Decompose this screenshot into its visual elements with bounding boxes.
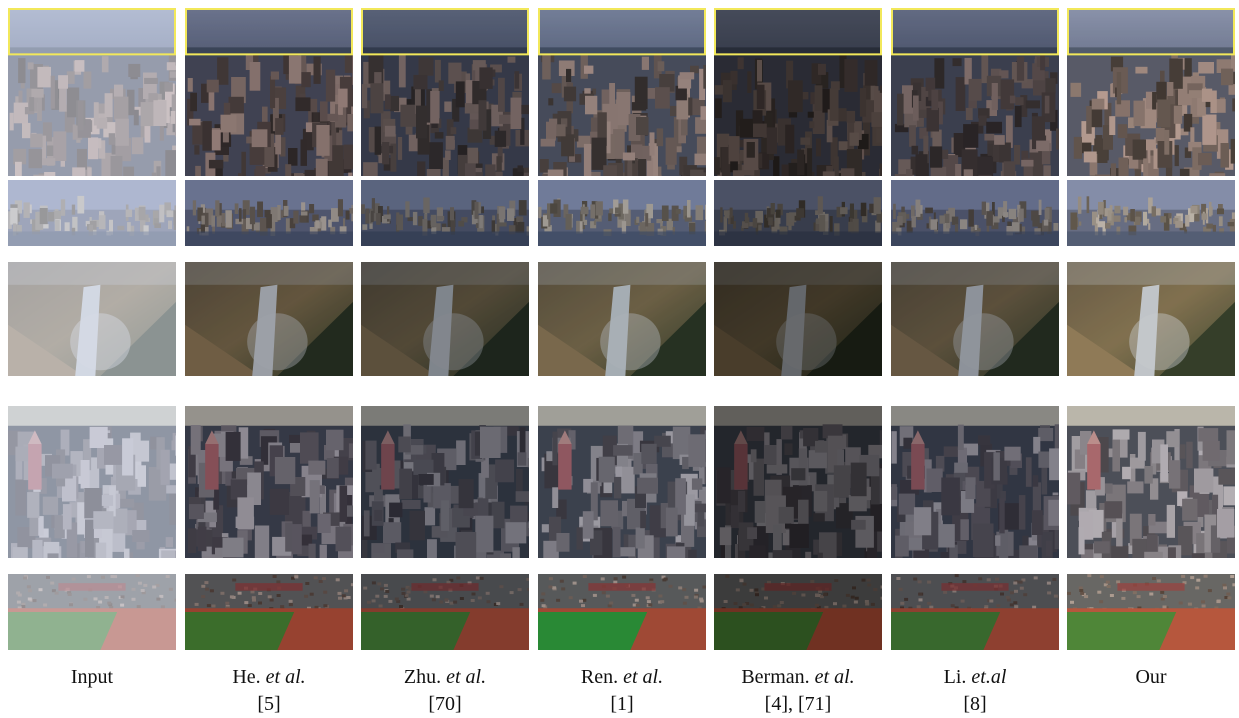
caption-name: Li. (944, 666, 967, 688)
result-image-waterfall-canyon-col2 (361, 262, 529, 376)
result-image-city-aerial-with-highlight-col1 (185, 8, 353, 176)
result-image-stadium-col1 (185, 574, 353, 650)
caption-name: Berman. (741, 666, 809, 688)
caption-etal: et.al (971, 666, 1006, 688)
result-image-city-aerial-with-highlight-col0 (8, 8, 176, 176)
caption-name: Our (1135, 666, 1166, 688)
result-image-city-zoom-crop-col5 (891, 180, 1059, 246)
caption-etal: et al. (266, 666, 306, 688)
result-image-waterfall-canyon-col1 (185, 262, 353, 376)
caption-method-name: Zhu. et al. (361, 664, 529, 691)
result-image-city-skyline-col5 (891, 406, 1059, 558)
result-image-city-skyline-col2 (361, 406, 529, 558)
caption-reference: [4], [71] (714, 691, 882, 718)
caption-method-name: Input (8, 664, 176, 691)
caption-reference: [5] (185, 691, 353, 718)
caption-etal: et al. (446, 666, 486, 688)
caption-col6: Our (1067, 664, 1235, 691)
result-image-city-skyline-col6 (1067, 406, 1235, 558)
dehazing-comparison-grid (0, 0, 1239, 660)
result-image-waterfall-canyon-col6 (1067, 262, 1235, 376)
result-image-city-aerial-with-highlight-col4 (714, 8, 882, 176)
result-image-city-aerial-with-highlight-col6 (1067, 8, 1235, 176)
result-image-city-aerial-with-highlight-col5 (891, 8, 1059, 176)
result-image-stadium-col5 (891, 574, 1059, 650)
caption-reference: [1] (538, 691, 706, 718)
result-image-city-zoom-crop-col4 (714, 180, 882, 246)
result-image-city-aerial-with-highlight-col2 (361, 8, 529, 176)
result-image-stadium-col3 (538, 574, 706, 650)
result-image-city-zoom-crop-col0 (8, 180, 176, 246)
caption-method-name: Li. et.al (891, 664, 1059, 691)
caption-col1: He. et al.[5] (185, 664, 353, 718)
result-image-stadium-col4 (714, 574, 882, 650)
caption-name: Input (71, 666, 113, 688)
caption-etal: et al. (815, 666, 855, 688)
caption-name: He. (232, 666, 260, 688)
result-image-city-zoom-crop-col6 (1067, 180, 1235, 246)
result-image-city-skyline-col1 (185, 406, 353, 558)
caption-col4: Berman. et al.[4], [71] (714, 664, 882, 718)
caption-method-name: Our (1067, 664, 1235, 691)
result-image-waterfall-canyon-col4 (714, 262, 882, 376)
caption-method-name: He. et al. (185, 664, 353, 691)
caption-method-name: Berman. et al. (714, 664, 882, 691)
result-image-city-skyline-col3 (538, 406, 706, 558)
result-image-city-aerial-with-highlight-col3 (538, 8, 706, 176)
result-image-stadium-col0 (8, 574, 176, 650)
result-image-waterfall-canyon-col0 (8, 262, 176, 376)
caption-col0: Input (8, 664, 176, 691)
result-image-waterfall-canyon-col3 (538, 262, 706, 376)
caption-col5: Li. et.al[8] (891, 664, 1059, 718)
result-image-stadium-col6 (1067, 574, 1235, 650)
caption-col3: Ren. et al.[1] (538, 664, 706, 718)
result-image-city-skyline-col4 (714, 406, 882, 558)
caption-method-name: Ren. et al. (538, 664, 706, 691)
result-image-stadium-col2 (361, 574, 529, 650)
caption-reference: [70] (361, 691, 529, 718)
caption-col2: Zhu. et al.[70] (361, 664, 529, 718)
caption-name: Zhu. (404, 666, 441, 688)
caption-reference: [8] (891, 691, 1059, 718)
result-image-city-zoom-crop-col1 (185, 180, 353, 246)
caption-name: Ren. (581, 666, 618, 688)
result-image-waterfall-canyon-col5 (891, 262, 1059, 376)
result-image-city-zoom-crop-col2 (361, 180, 529, 246)
result-image-city-skyline-col0 (8, 406, 176, 558)
result-image-city-zoom-crop-col3 (538, 180, 706, 246)
caption-etal: et al. (623, 666, 663, 688)
